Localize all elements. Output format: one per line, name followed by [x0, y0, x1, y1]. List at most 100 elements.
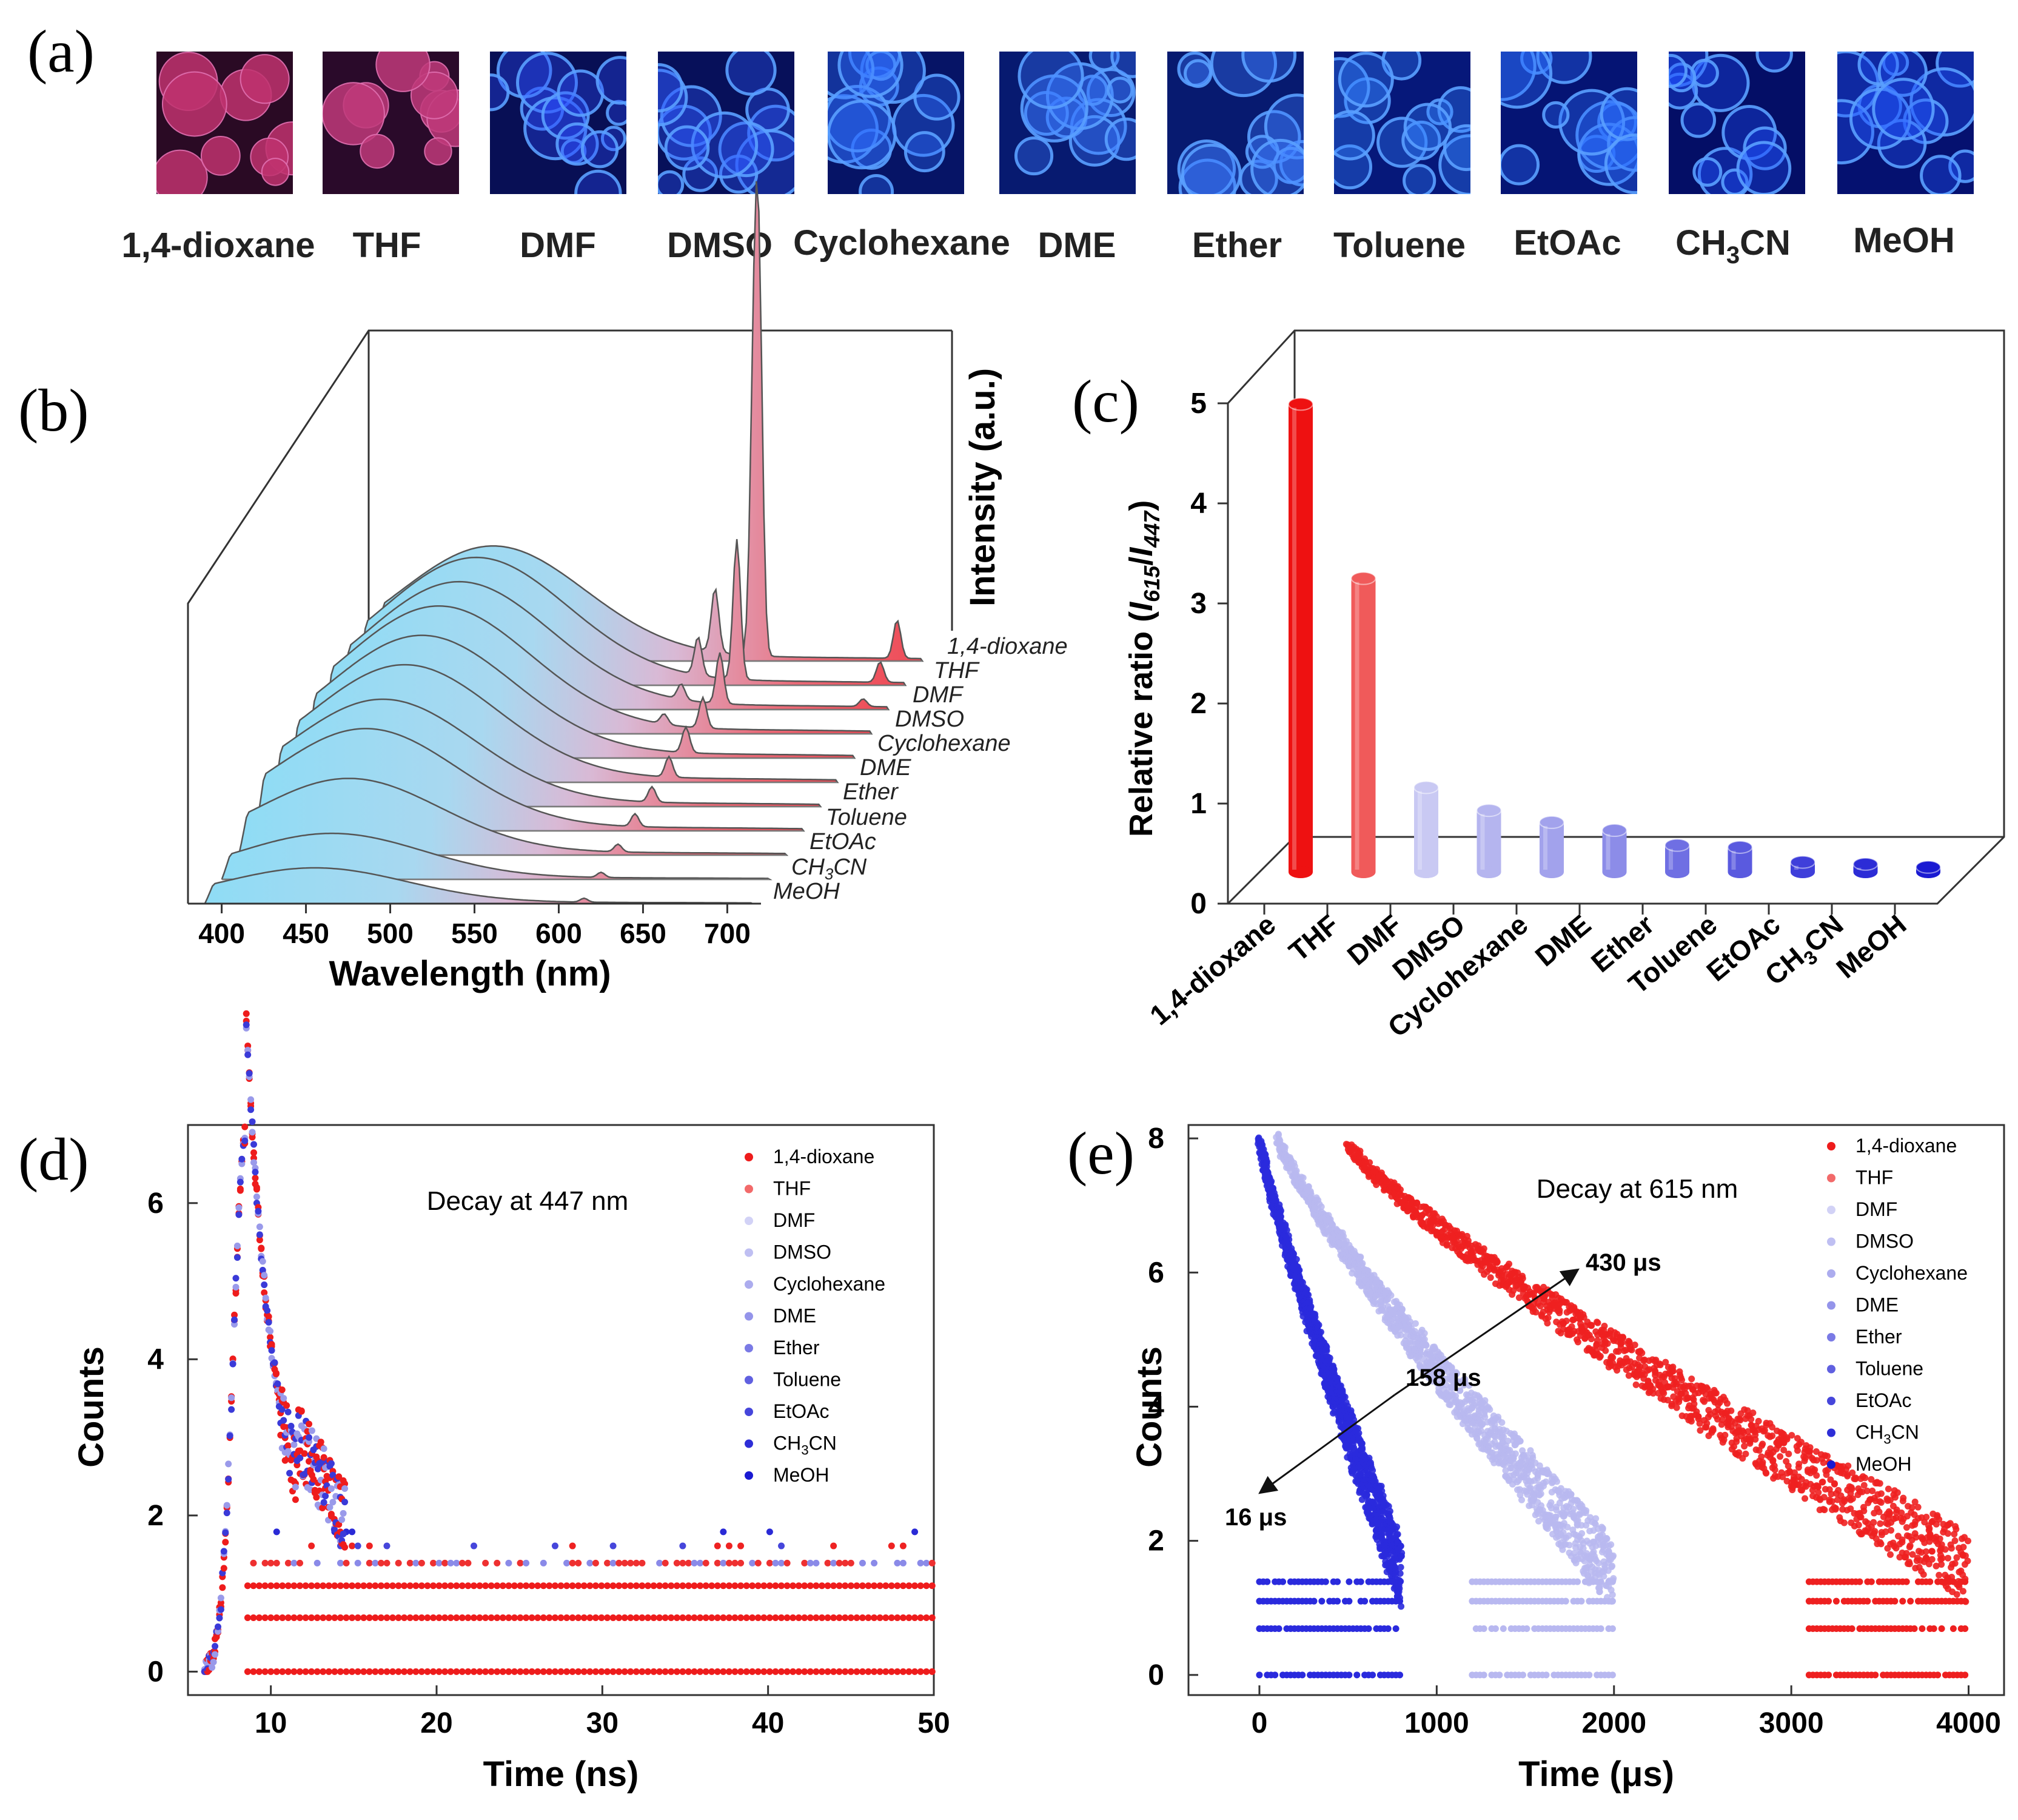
c-bar-etoac — [1790, 855, 1815, 878]
e-arrow-down — [1258, 1394, 1395, 1494]
caption-meoh: MeOH — [1853, 221, 1955, 260]
c-ylabel: Relative ratio (I615/I447) — [1123, 500, 1164, 837]
legend-label: EtOAc — [1855, 1389, 1911, 1411]
c-bar-meoh — [1916, 860, 1941, 878]
panel-a: (a) 1,4-dioxane THF DMF DMSO Cyclohexane… — [27, 18, 1974, 269]
particle — [1669, 53, 1688, 88]
particle — [658, 63, 683, 113]
particle — [496, 52, 552, 99]
particle — [1241, 52, 1297, 83]
legend-marker — [1827, 1269, 1835, 1278]
d-xtick-label: 30 — [586, 1707, 618, 1739]
c-xtick-label: MeOH — [1830, 908, 1912, 984]
b-series-label-ch3cn: CH3CN — [791, 855, 867, 883]
micrograph-toluene — [1334, 52, 1470, 194]
particle — [691, 111, 759, 179]
particle — [735, 129, 794, 194]
particle — [360, 133, 395, 169]
c-3d-frame — [1227, 329, 2005, 905]
micrograph-1-4-dioxane — [156, 52, 293, 194]
legend-label: Cyclohexane — [773, 1273, 885, 1295]
legend-marker — [1827, 1460, 1835, 1469]
e-ytick-label: 0 — [1148, 1659, 1164, 1691]
panel-d-label: (d) — [18, 1126, 89, 1193]
particle — [161, 71, 227, 137]
particle — [1014, 136, 1054, 176]
particle — [240, 54, 290, 104]
legend-marker — [1827, 1237, 1835, 1246]
particle — [664, 125, 710, 171]
particle — [913, 73, 960, 121]
legend-marker — [1827, 1428, 1835, 1437]
b-series-label: 1,4-dioxane — [947, 634, 1068, 659]
caption-dme: DME — [1038, 226, 1116, 265]
c-bar-dmso — [1476, 804, 1502, 878]
plot-frame — [187, 1124, 935, 1696]
b-xtick-label: 400 — [198, 918, 245, 949]
micrograph-row — [156, 52, 1974, 194]
legend-label: DMF — [1855, 1198, 1897, 1220]
e-annotation-158: 158 μs — [1406, 1365, 1481, 1391]
b-xlabel: Wavelength (nm) — [329, 954, 611, 993]
e-arrow-up — [1394, 1268, 1580, 1396]
particle — [1669, 62, 1697, 93]
legend-marker — [745, 1312, 753, 1321]
particle — [1743, 126, 1787, 170]
particle — [410, 71, 458, 119]
panel-c-label: (c) — [1072, 368, 1139, 435]
c-bar-dmf — [1413, 781, 1439, 878]
micrograph-etoac — [1501, 52, 1637, 194]
particle — [1334, 57, 1370, 118]
particle — [1334, 110, 1375, 161]
b-series-label: Toluene — [826, 805, 907, 830]
caption-toluene: Toluene — [1333, 226, 1466, 265]
e-xlabel: Time (μs) — [1518, 1755, 1674, 1794]
legend-label: THF — [773, 1178, 811, 1200]
c-xtick-label: DME — [1529, 908, 1597, 973]
particle — [1403, 164, 1436, 194]
particle — [1107, 76, 1134, 104]
d-ytick-label: 2 — [147, 1500, 164, 1532]
d-xtick-label: 50 — [917, 1707, 950, 1739]
e-annotation-16: 16 μs — [1225, 1504, 1287, 1531]
b-series-label: EtOAc — [810, 829, 876, 855]
b-series-label: MeOH — [773, 879, 840, 904]
legend-label: DMSO — [1855, 1231, 1914, 1252]
spectra-stack — [204, 181, 924, 905]
b-zlabel: Intensity (a.u.) — [963, 368, 1002, 606]
legend-marker — [745, 1248, 753, 1257]
legend-label: 1,4-dioxane — [1855, 1135, 1957, 1157]
legend-label: DME — [1855, 1294, 1899, 1316]
particle — [859, 174, 894, 194]
legend-marker — [1827, 1301, 1835, 1310]
particle — [1443, 124, 1470, 172]
particle — [1558, 89, 1626, 156]
b-3d-frame — [187, 329, 953, 904]
legend-label: DMSO — [773, 1241, 831, 1263]
particle — [490, 73, 510, 112]
legend-marker — [745, 1408, 753, 1416]
b-xtick-label: 700 — [704, 918, 751, 949]
particle — [1181, 143, 1242, 194]
micrograph-ch3cn — [1669, 52, 1805, 194]
particle — [1210, 52, 1278, 98]
particle — [1520, 52, 1553, 75]
b-series-labels: 1,4-dioxaneTHFDMFDMSOCyclohexaneDMEEther… — [773, 634, 1068, 904]
legend-label: Cyclohexane — [1855, 1262, 1968, 1284]
e-ytick-label: 2 — [1148, 1525, 1164, 1557]
b-series-label: DMSO — [895, 707, 964, 732]
legend-marker — [1827, 1333, 1835, 1341]
particle — [1177, 139, 1236, 194]
particle — [837, 52, 903, 98]
b-xtick-label: 500 — [367, 918, 414, 949]
legend-label: THF — [1855, 1167, 1893, 1189]
c-bar-ch3cn — [1852, 857, 1879, 878]
particle — [1501, 52, 1537, 101]
micrograph-ether — [1167, 52, 1304, 194]
legend-marker — [745, 1471, 753, 1480]
caption-dioxane: 1,4-dioxane — [121, 226, 315, 265]
particle — [1604, 133, 1637, 194]
b-series-label: DME — [860, 755, 911, 781]
d-xtick-label: 40 — [752, 1707, 784, 1739]
